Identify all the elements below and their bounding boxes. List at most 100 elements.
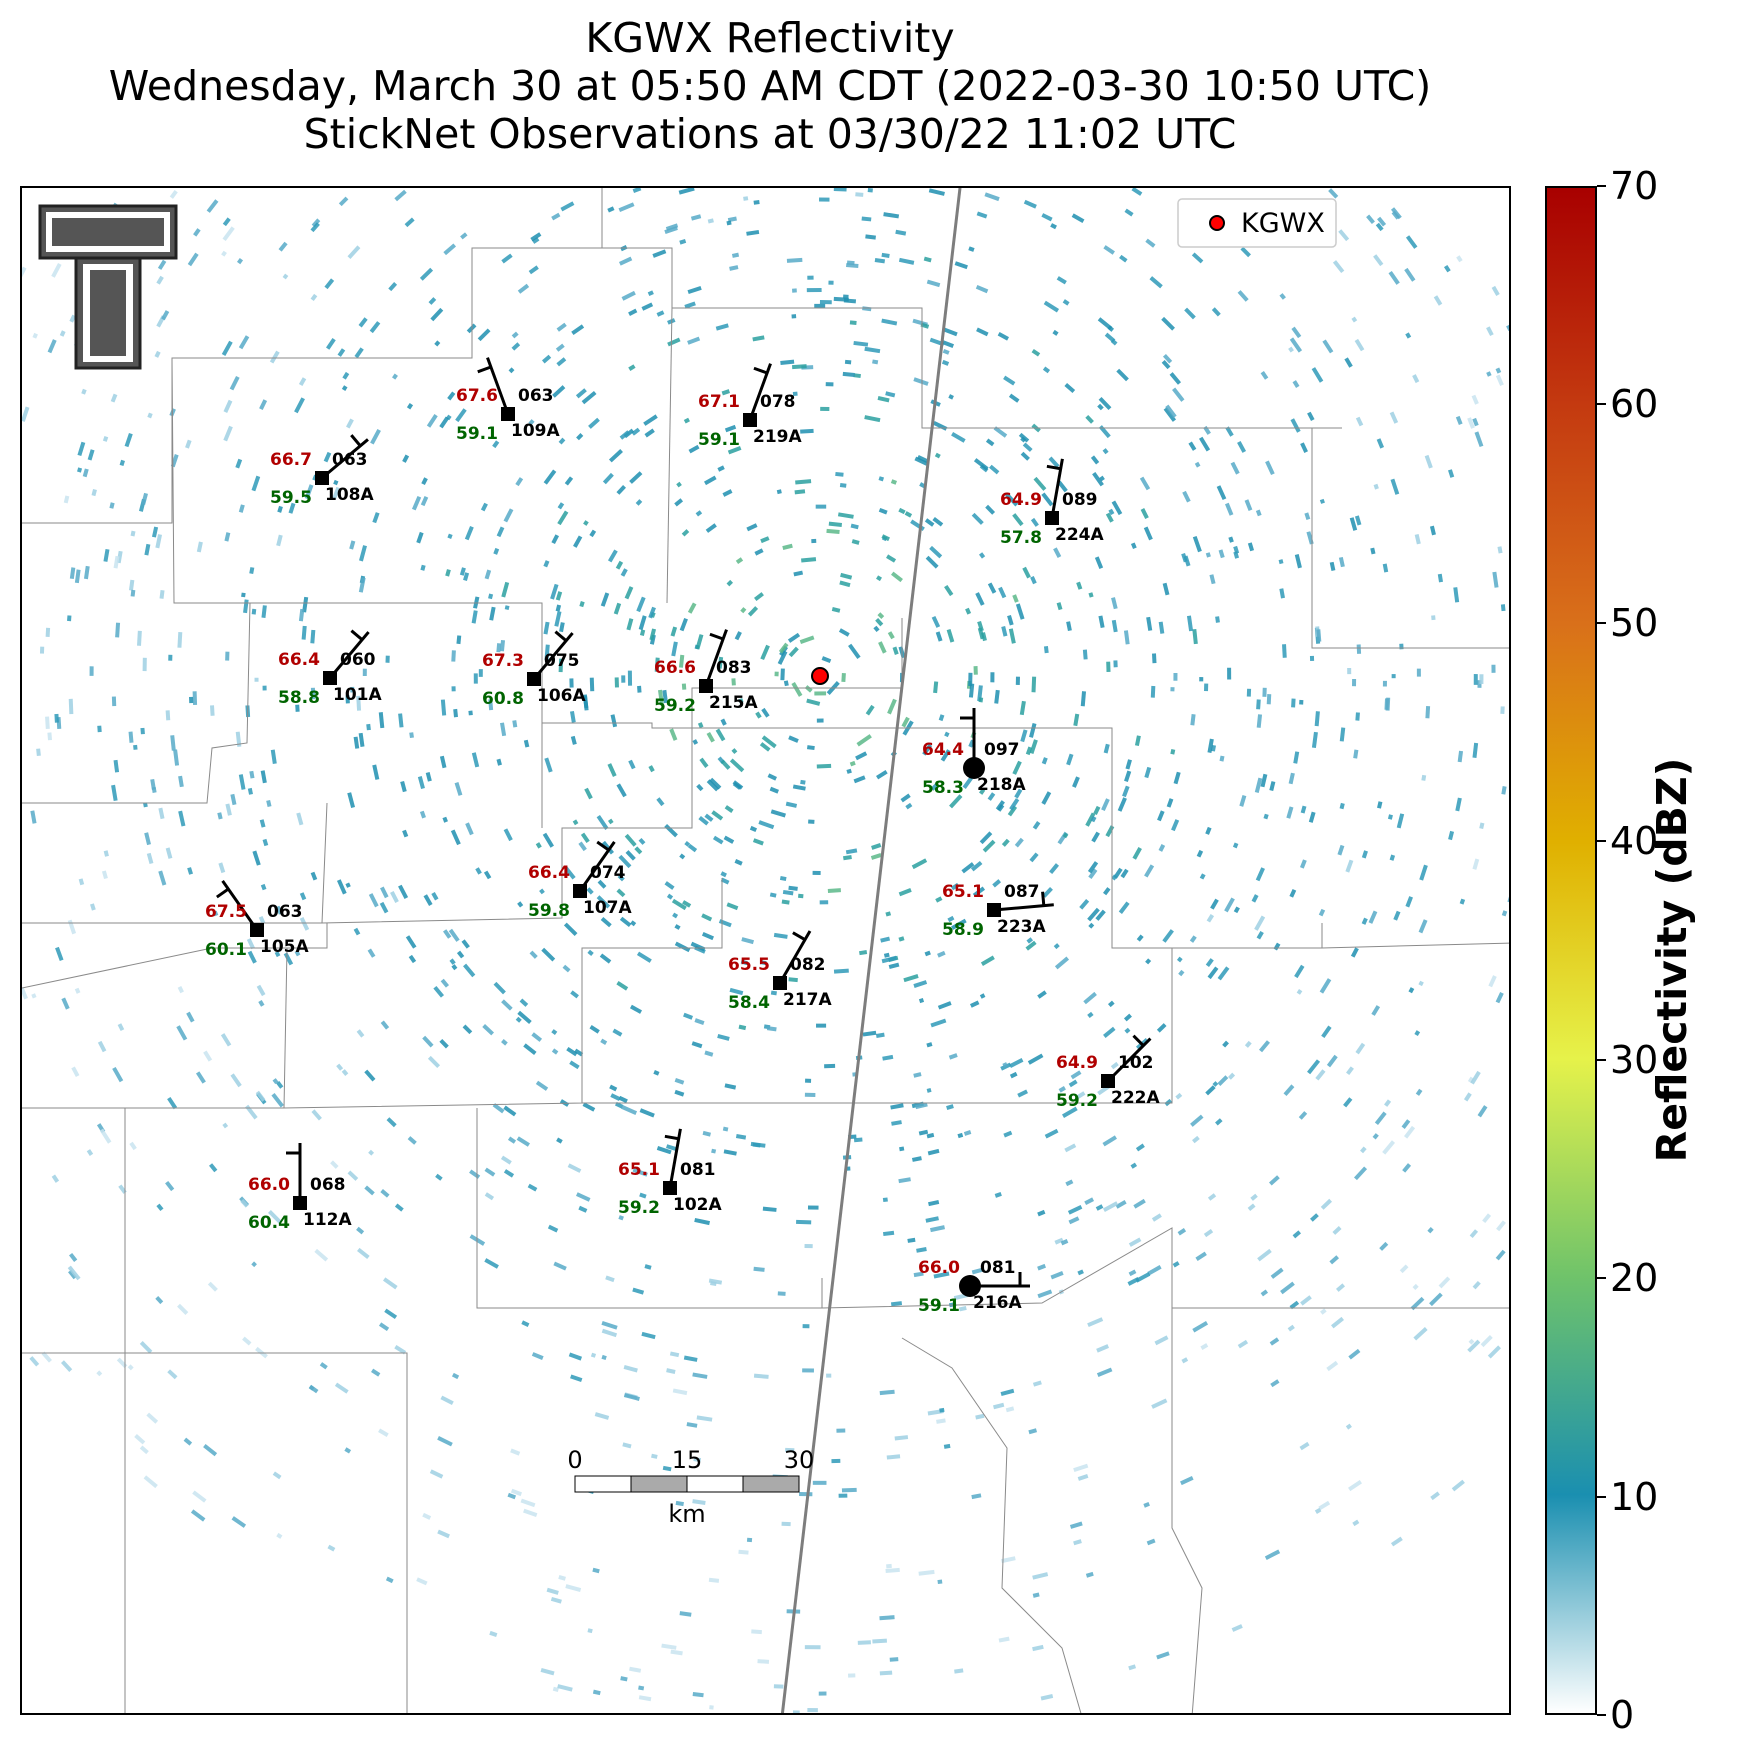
reflectivity-echo	[1053, 547, 1062, 559]
reflectivity-echo	[584, 787, 593, 800]
reflectivity-echo	[1052, 329, 1059, 336]
reflectivity-echo	[1279, 293, 1286, 300]
reflectivity-echo	[1384, 1099, 1392, 1107]
reflectivity-echo	[330, 1160, 339, 1169]
reflectivity-echo	[1471, 394, 1479, 405]
reflectivity-echo	[1030, 575, 1037, 585]
reflectivity-echo	[1443, 265, 1451, 273]
reflectivity-echo	[978, 552, 986, 559]
reflectivity-echo	[777, 1291, 786, 1296]
reflectivity-echo	[924, 518, 935, 527]
reflectivity-echo	[684, 301, 696, 309]
reflectivity-echo	[1068, 1079, 1078, 1088]
reflectivity-echo	[1009, 1058, 1024, 1068]
reflectivity-echo	[878, 507, 888, 515]
reflectivity-echo	[1097, 317, 1113, 331]
reflectivity-echo	[1344, 357, 1353, 368]
reflectivity-echo	[926, 1042, 933, 1048]
reflectivity-echo	[1064, 382, 1076, 393]
reflectivity-echo	[1405, 332, 1412, 339]
station-dewpoint: 58.8	[278, 688, 320, 708]
reflectivity-echo	[848, 1673, 856, 1678]
reflectivity-echo	[1025, 746, 1033, 756]
reflectivity-echo	[943, 1443, 951, 1449]
reflectivity-echo	[51, 1174, 60, 1183]
reflectivity-echo	[187, 252, 199, 267]
reflectivity-echo	[820, 406, 830, 412]
reflectivity-echo	[333, 479, 339, 486]
reflectivity-echo	[1128, 1664, 1137, 1671]
kgwx-radar-site-marker[interactable]	[811, 667, 829, 685]
reflectivity-echo	[932, 516, 944, 527]
reflectivity-echo	[1283, 1084, 1295, 1096]
reflectivity-echo	[570, 1374, 583, 1383]
reflectivity-echo	[773, 932, 788, 939]
reflectivity-echo	[973, 458, 989, 471]
reflectivity-echo	[968, 672, 973, 687]
reflectivity-echo	[155, 534, 163, 549]
reflectivity-echo	[190, 1509, 206, 1522]
reflectivity-echo	[341, 1069, 349, 1076]
reflectivity-echo	[928, 188, 945, 196]
reflectivity-echo	[358, 732, 365, 747]
reflectivity-echo	[911, 858, 928, 870]
station-wind-direction: 068	[310, 1175, 346, 1195]
scale-tick-30: 30	[784, 1446, 815, 1474]
reflectivity-echo	[891, 571, 903, 583]
reflectivity-echo	[886, 554, 897, 563]
reflectivity-echo	[1316, 629, 1322, 642]
county-boundary	[171, 357, 1113, 748]
reflectivity-echo	[1169, 372, 1182, 385]
reflectivity-echo	[1090, 816, 1097, 823]
reflectivity-echo	[709, 1705, 714, 1710]
reflectivity-echo	[1054, 1237, 1064, 1245]
reflectivity-echo	[394, 1345, 407, 1355]
reflectivity-echo	[1304, 512, 1311, 520]
reflectivity-echo	[177, 632, 183, 648]
reflectivity-echo	[1270, 1379, 1280, 1388]
reflectivity-echo	[587, 949, 594, 956]
reflectivity-echo	[443, 929, 452, 939]
reflectivity-echo	[781, 899, 790, 905]
reflectivity-echo	[1237, 290, 1249, 302]
reflectivity-echo	[667, 337, 681, 347]
reflectivity-echo	[558, 437, 566, 445]
reflectivity-echo	[86, 1149, 94, 1156]
reflectivity-echo	[592, 1689, 601, 1696]
scale-tick-15: 15	[672, 1446, 703, 1474]
reflectivity-echo	[794, 489, 806, 495]
reflectivity-echo	[299, 892, 307, 901]
radar-map-panel[interactable]: 67.6 063 59.1 109A 67.1 078 59.1 219A 66.7 063 59.…	[20, 186, 1511, 1715]
scale-unit: km	[668, 1500, 705, 1528]
reflectivity-echo	[1231, 1624, 1243, 1632]
reflectivity-echo	[1348, 1348, 1361, 1360]
reflectivity-echo	[1300, 805, 1307, 814]
reflectivity-echo	[632, 1167, 648, 1177]
reflectivity-echo	[419, 267, 434, 281]
reflectivity-echo	[695, 510, 703, 517]
reflectivity-echo	[31, 993, 37, 999]
reflectivity-echo	[692, 739, 699, 745]
reflectivity-echo	[341, 385, 348, 391]
reflectivity-echo	[688, 444, 700, 454]
reflectivity-echo	[740, 607, 747, 614]
reflectivity-echo	[345, 882, 351, 888]
reflectivity-echo	[1032, 821, 1041, 830]
reflectivity-echo	[1375, 222, 1384, 232]
